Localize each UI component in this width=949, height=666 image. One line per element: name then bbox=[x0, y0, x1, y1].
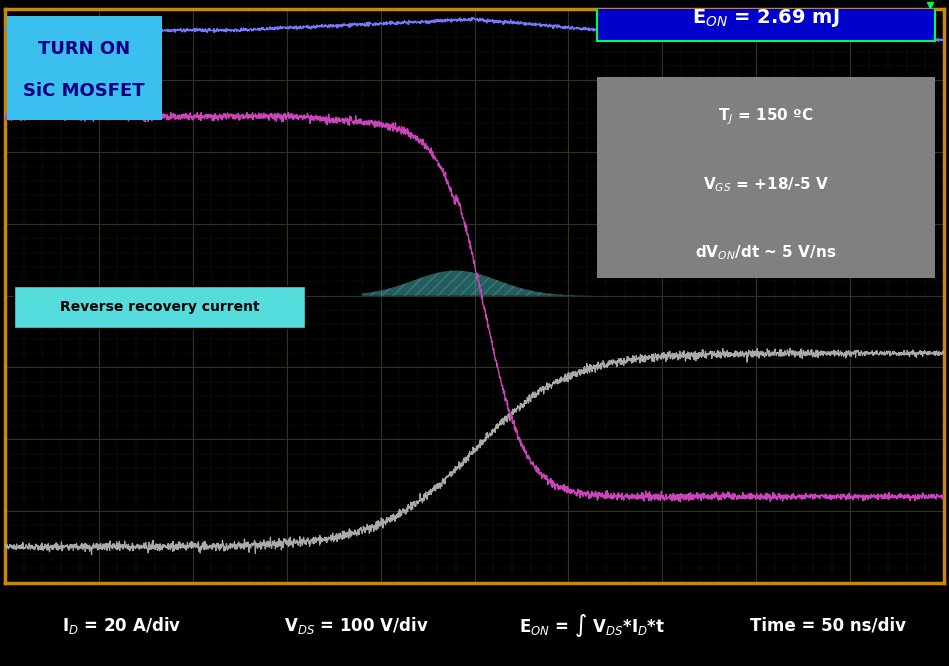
Text: E$_{ON}$ = ∫ V$_{DS}$*I$_D$*t: E$_{ON}$ = ∫ V$_{DS}$*I$_D$*t bbox=[519, 612, 665, 639]
FancyBboxPatch shape bbox=[597, 0, 935, 41]
FancyBboxPatch shape bbox=[597, 77, 935, 278]
Text: V$_{GS}$ = +18/-5 V: V$_{GS}$ = +18/-5 V bbox=[702, 175, 829, 194]
Text: TURN ON: TURN ON bbox=[38, 40, 130, 58]
Text: I$_D$ = 20 A/div: I$_D$ = 20 A/div bbox=[62, 615, 181, 636]
Text: Time = 50 ns/div: Time = 50 ns/div bbox=[750, 617, 905, 635]
Text: Reverse recovery current: Reverse recovery current bbox=[60, 300, 260, 314]
Text: E$_{ON}$ = 2.69 mJ: E$_{ON}$ = 2.69 mJ bbox=[692, 7, 840, 29]
Text: SiC MOSFET: SiC MOSFET bbox=[24, 82, 145, 100]
Text: dV$_{ON}$/dt ~ 5 V/ns: dV$_{ON}$/dt ~ 5 V/ns bbox=[695, 243, 836, 262]
FancyBboxPatch shape bbox=[7, 16, 161, 120]
Text: T$_J$ = 150 ºC: T$_J$ = 150 ºC bbox=[718, 106, 813, 127]
Text: V$_{DS}$ = 100 V/div: V$_{DS}$ = 100 V/div bbox=[285, 615, 429, 636]
FancyBboxPatch shape bbox=[14, 286, 306, 328]
